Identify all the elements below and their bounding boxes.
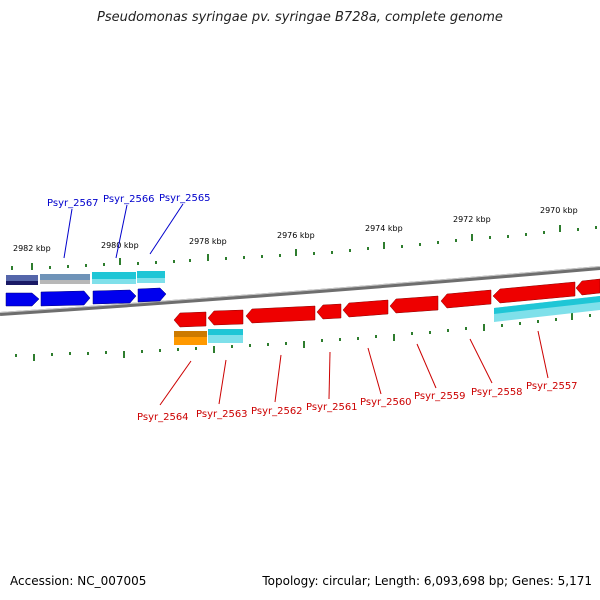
gene-arrow-psyr-2563[interactable] <box>207 309 244 326</box>
gene-arrow-psyr-2561[interactable] <box>316 303 342 320</box>
feature-block[interactable] <box>40 274 90 284</box>
accession-text: Accession: NC_007005 <box>10 574 147 588</box>
scale-label: 2976 kbp <box>277 231 315 240</box>
gene-arrow-psyr-2562[interactable] <box>245 305 316 324</box>
genome-stats-text: Topology: circular; Length: 6,093,698 bp… <box>262 574 592 588</box>
gene-arrow-psyr-2558[interactable] <box>440 289 492 309</box>
scale-label: 2980 kbp <box>101 241 139 250</box>
gene-arrow-psyr-2565[interactable] <box>137 287 167 303</box>
gene-arrow-psyr-2566[interactable] <box>92 289 137 305</box>
gene-arrow-psyr-2557[interactable] <box>492 281 576 304</box>
scale-label: 2974 kbp <box>365 224 403 233</box>
gene-label-psyr-2567[interactable]: Psyr_2567 <box>47 198 99 209</box>
gene-label-psyr-2557[interactable]: Psyr_2557 <box>526 381 578 392</box>
gene-arrow-next[interactable] <box>575 278 600 296</box>
gene-arrow-psyr-2559[interactable] <box>389 295 439 314</box>
gene-arrow-psyr-2560[interactable] <box>342 299 389 318</box>
gene-label-psyr-2565[interactable]: Psyr_2565 <box>159 193 211 204</box>
gene-label-psyr-2561[interactable]: Psyr_2561 <box>306 402 358 413</box>
gene-label-psyr-2563[interactable]: Psyr_2563 <box>196 409 248 420</box>
feature-row-1 <box>6 271 165 285</box>
forward-labels: Psyr_2567 Psyr_2566 Psyr_2565 <box>47 193 211 259</box>
page-title: Pseudomonas syringae pv. syringae B728a,… <box>97 10 503 25</box>
scale-label: 2982 kbp <box>13 244 51 253</box>
feature-row-2 <box>174 296 600 345</box>
reverse-labels: Psyr_2564 Psyr_2563 Psyr_2562 Psyr_2561 … <box>137 330 578 423</box>
gene-label-psyr-2559[interactable]: Psyr_2559 <box>414 391 466 402</box>
inner-scale-ticks <box>15 313 591 361</box>
gene-label-psyr-2562[interactable]: Psyr_2562 <box>251 406 303 417</box>
gene-label-psyr-2566[interactable]: Psyr_2566 <box>103 194 155 205</box>
gene-label-psyr-2558[interactable]: Psyr_2558 <box>471 387 523 398</box>
scale-label: 2972 kbp <box>453 215 491 224</box>
genome-backbone <box>0 266 600 316</box>
scale-label: 2978 kbp <box>189 237 227 246</box>
gene-label-psyr-2564[interactable]: Psyr_2564 <box>137 412 189 423</box>
gene-arrow-psyr-2564[interactable] <box>173 311 207 328</box>
gene-arrow-psyr-2567[interactable] <box>5 292 40 307</box>
reverse-genes <box>173 278 600 328</box>
genome-backbone-highlight <box>0 266 600 313</box>
feature-block[interactable] <box>6 275 38 285</box>
scale-label: 2970 kbp <box>540 206 578 215</box>
gene-arrow-psyr-2567b[interactable] <box>40 290 91 307</box>
forward-genes <box>5 287 167 307</box>
gene-label-psyr-2560[interactable]: Psyr_2560 <box>360 397 412 408</box>
outer-scale-ticks <box>11 225 597 270</box>
